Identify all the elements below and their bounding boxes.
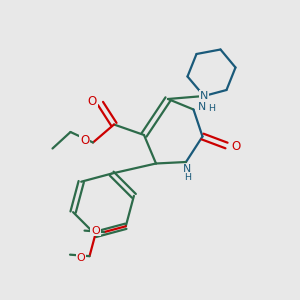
Text: O: O xyxy=(231,140,240,154)
Text: N: N xyxy=(200,91,208,101)
Text: N: N xyxy=(183,164,192,175)
Text: O: O xyxy=(77,253,85,263)
Text: O: O xyxy=(80,134,89,148)
Text: H: H xyxy=(208,103,215,112)
Text: N: N xyxy=(198,101,206,112)
Text: O: O xyxy=(91,226,100,236)
Text: H: H xyxy=(184,173,191,182)
Text: O: O xyxy=(88,94,97,108)
